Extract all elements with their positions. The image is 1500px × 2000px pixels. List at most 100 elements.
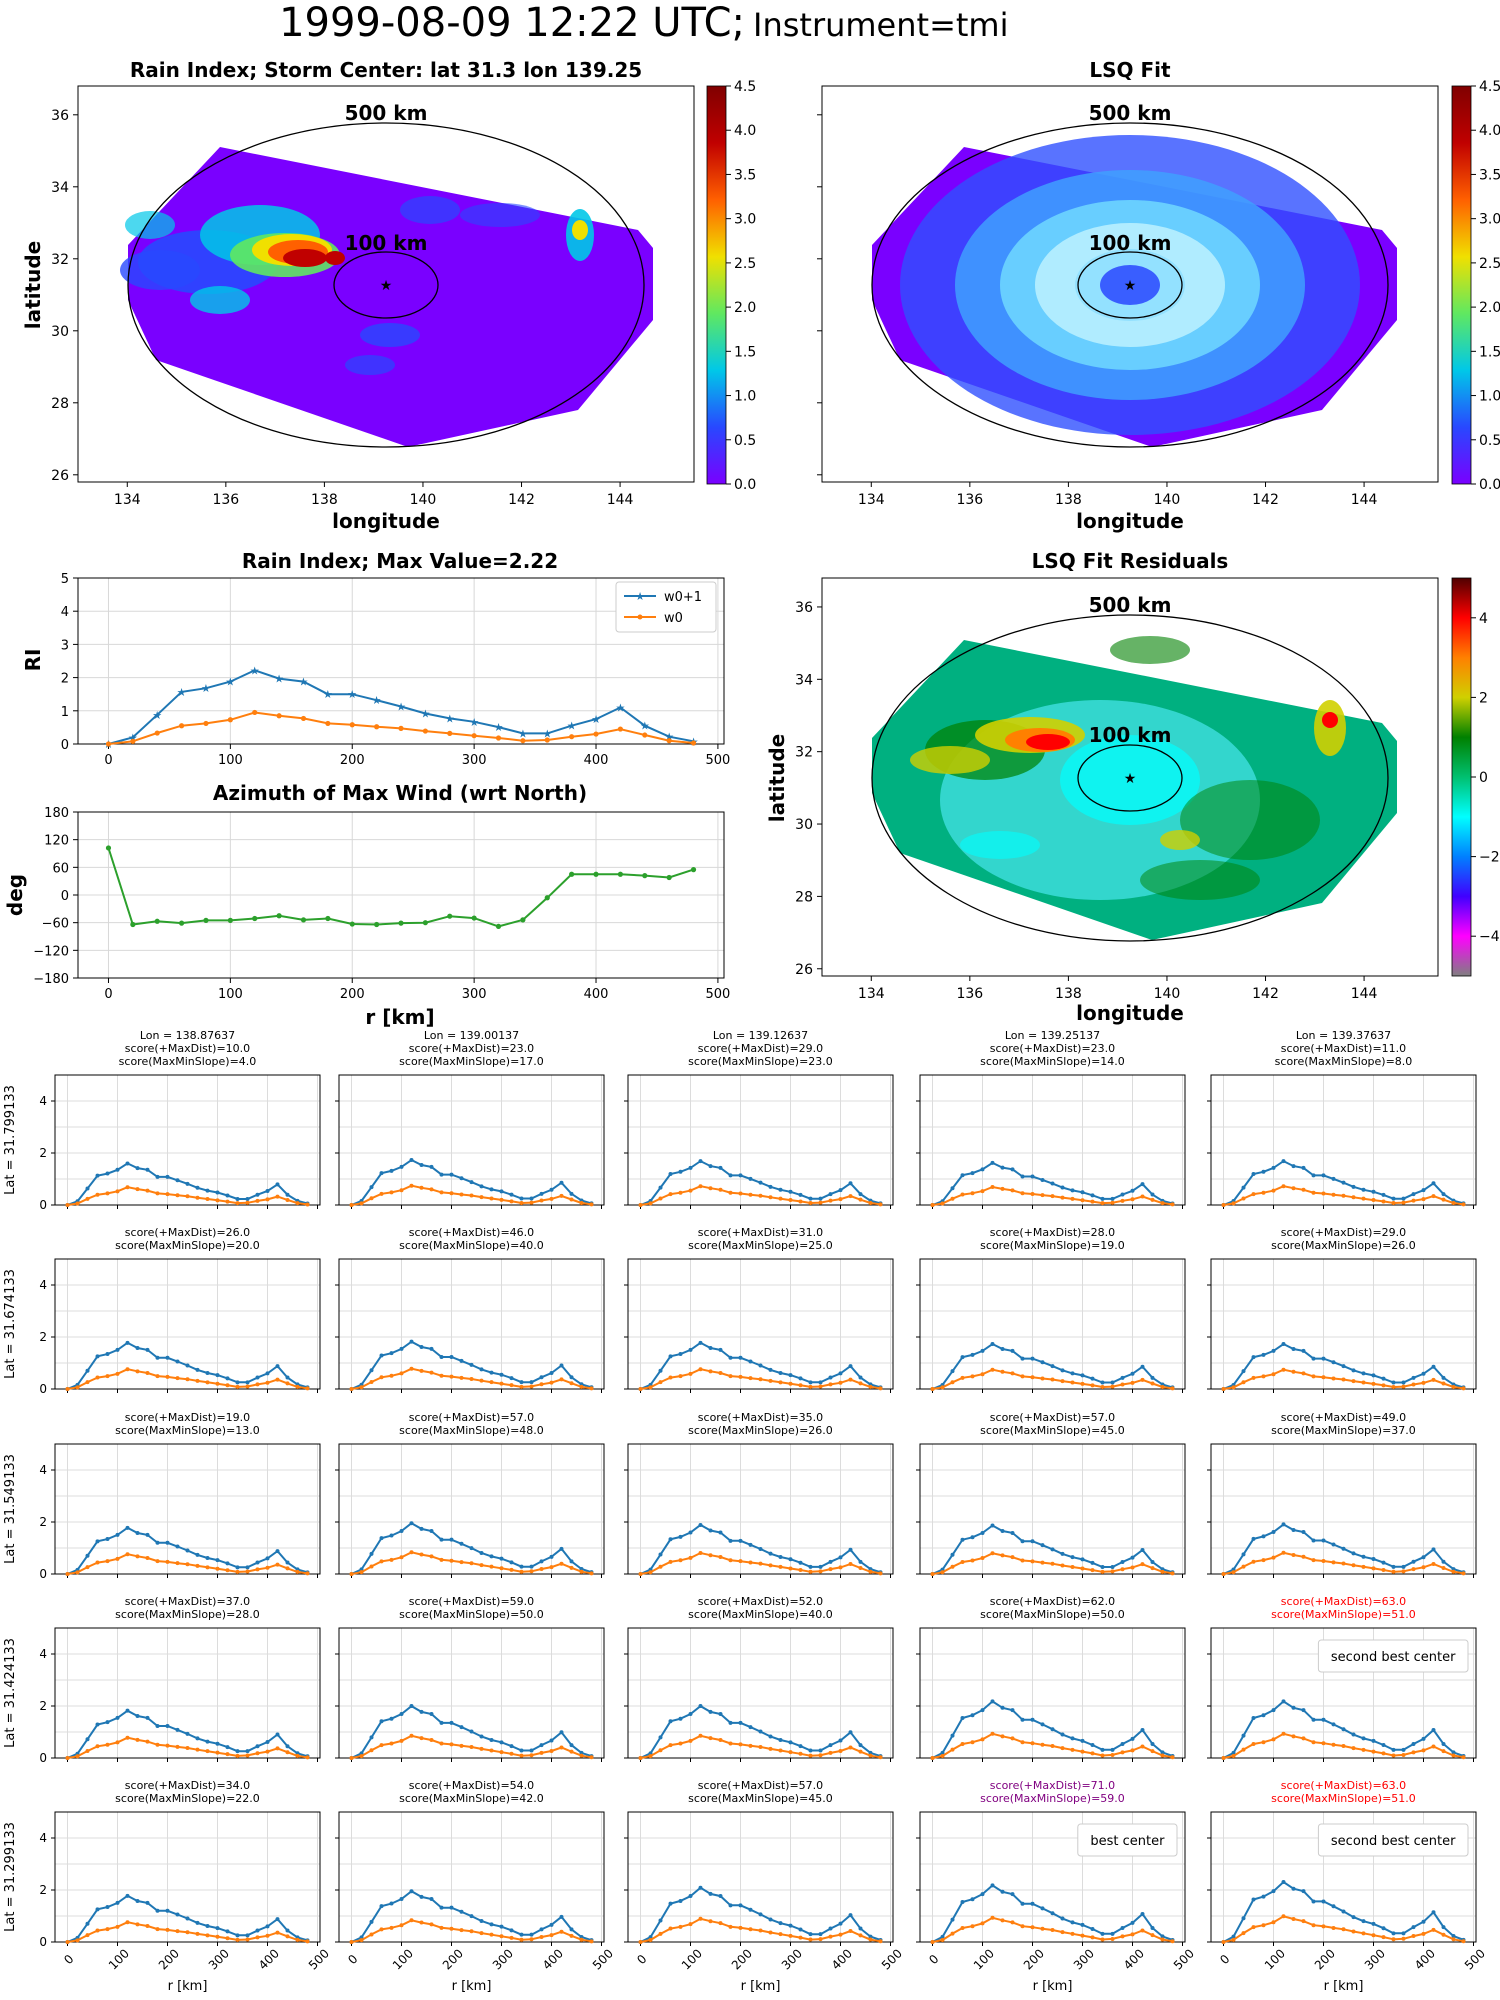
data-point [1060,1185,1065,1190]
data-point [848,1730,853,1735]
data-point [305,1386,310,1391]
data-point [1391,1569,1396,1574]
tick-label: 4 [39,1094,47,1108]
cell-legend: second best center [1331,1834,1456,1849]
data-point [708,1164,713,1169]
data-point [1311,1558,1316,1563]
data-point [95,1928,100,1933]
data-point [1381,1567,1386,1572]
data-point [579,1937,584,1942]
cb-tick-label: 2.0 [1479,300,1500,316]
data-point [658,1368,663,1373]
data-point [960,1899,965,1904]
data-point [276,913,282,919]
data-point [1231,1750,1236,1755]
data-point [115,1371,120,1376]
data-point [990,1915,995,1920]
grid-cell: score(+MaxDist)=29.0score(MaxMinSlope)=2… [1207,1226,1477,1393]
data-point [1050,1181,1055,1186]
data-point [349,1756,354,1760]
score-maxminslope: score(MaxMinSlope)=42.0 [399,1792,544,1805]
data-point [225,1199,230,1204]
data-point [1090,1927,1095,1932]
data-point [499,1566,504,1571]
data-point [185,1745,190,1750]
data-point [1371,1921,1376,1926]
data-point [798,1192,803,1197]
data-point [1010,1708,1015,1713]
data-point [245,1200,250,1205]
data-point [828,1750,833,1755]
data-point [1461,1571,1466,1576]
tick-label: 500 [306,1946,332,1972]
data-point [1251,1355,1256,1360]
data-point [778,1932,783,1937]
storm-center-marker: ★ [1124,278,1137,294]
data-point [1170,1939,1175,1944]
data-point [638,1756,643,1760]
data-point [75,1938,80,1943]
data-point [185,1363,190,1368]
data-point [175,1744,180,1749]
data-point [285,1192,290,1197]
data-point [539,1750,544,1755]
data-point [1391,1937,1396,1942]
data-point [698,1885,703,1890]
data-point [808,1932,813,1937]
data-point [848,1194,853,1199]
data-point [439,1537,444,1542]
data-point [439,1905,444,1910]
data-point [778,1748,783,1753]
data-point [1251,1741,1256,1746]
data-point [748,1927,753,1932]
data-point [818,1937,823,1942]
data-point [195,1195,200,1200]
score-maxminslope: score(MaxMinSlope)=19.0 [980,1239,1125,1252]
data-point [980,1348,985,1353]
data-point [758,1193,763,1198]
data-point [718,1370,723,1375]
data-point [990,1699,995,1704]
data-point [1000,1553,1005,1558]
data-point [422,728,428,734]
data-point [1160,1753,1165,1758]
data-point [1401,1747,1406,1752]
tick-label: 2 [39,1883,47,1897]
tick-label: 100 [218,987,243,1002]
legend-w0: w0 [664,611,683,626]
data-point [369,1735,374,1740]
data-point [369,1551,374,1556]
data-point [1381,1376,1386,1381]
data-point [135,1369,140,1374]
data-point [276,713,282,719]
data-point: ★ [250,664,260,677]
data-point [125,1735,130,1740]
data-point [135,1899,140,1904]
data-point [1401,1936,1406,1941]
score-maxminslope: score(MaxMinSlope)=48.0 [399,1424,544,1437]
data-point [930,1940,935,1944]
score-maxdist: score(+MaxDist)=23.0 [409,1042,534,1055]
data-point [728,1741,733,1746]
data-point [1040,1376,1045,1381]
cb-tick-label: 4.0 [734,123,756,139]
data-point [1401,1380,1406,1385]
cb-tick-label: 4.5 [734,79,756,95]
data-point [848,1547,853,1552]
data-point [1321,1717,1326,1722]
tick-label: 500 [879,1946,905,1972]
data-point [878,1386,883,1391]
data-point [768,1367,773,1372]
tick-label: 0 [39,1751,47,1765]
data-point [519,1932,524,1937]
data-point [459,1928,464,1933]
data-point [519,1380,524,1385]
data-point [1331,1192,1336,1197]
data-point [235,1749,240,1754]
cell-frame [919,1627,1186,1759]
data-point [1160,1201,1165,1206]
data-point [808,1564,813,1569]
data-point [359,1754,364,1759]
data-point: ★ [420,707,430,720]
azimuth-title: Azimuth of Max Wind (wrt North) [213,781,587,805]
